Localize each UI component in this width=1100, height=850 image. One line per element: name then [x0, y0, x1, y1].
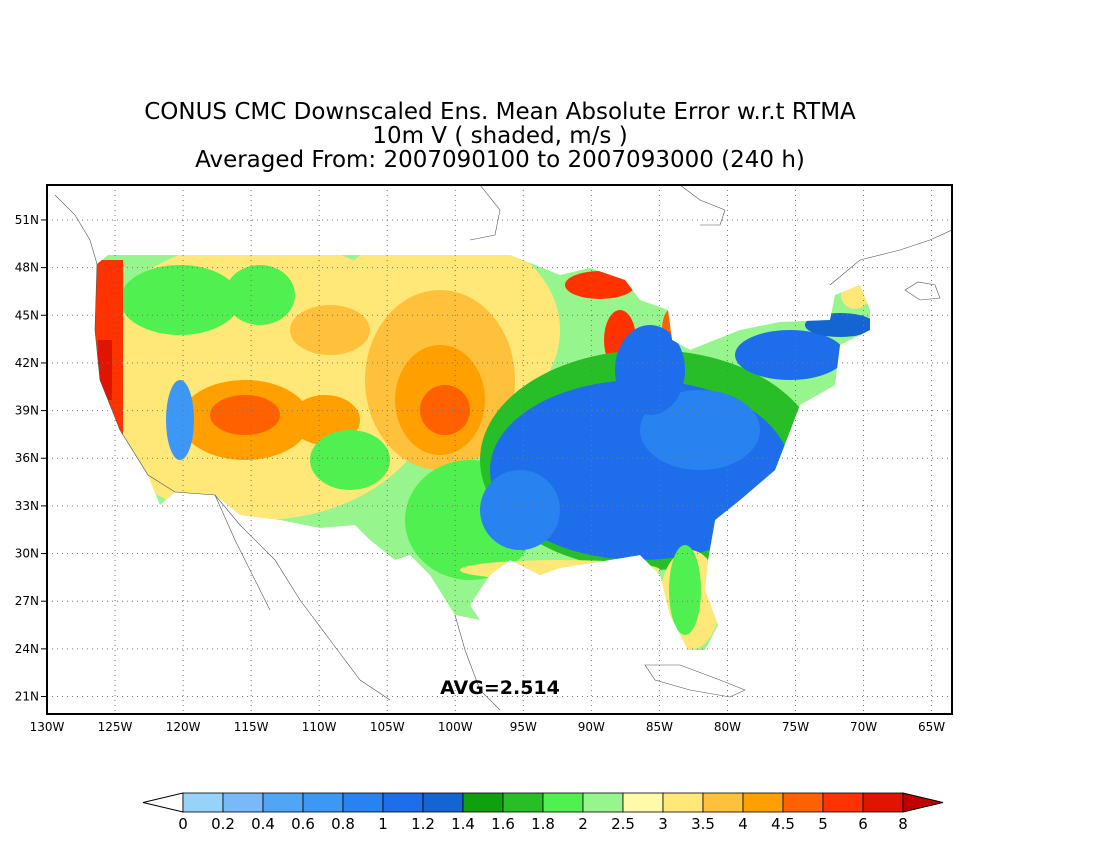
colorbar-label-1: 1 [378, 815, 388, 833]
colorbar-bin-8 [502, 792, 544, 813]
field-east-lightblue [640, 390, 760, 470]
colorbar-bin-17 [862, 792, 904, 813]
colorbar-label-1.4: 1.4 [451, 815, 475, 833]
longitude-labels: 130W 125W 120W 115W 110W 105W 100W 95W 90W 85W 80W… [30, 720, 946, 734]
average-label: AVG=2.514 [440, 677, 560, 699]
lat-label-30N: 30N [15, 547, 39, 561]
map-frame [46, 184, 953, 715]
colorbar-label-1.2: 1.2 [411, 815, 435, 833]
colorbar-label-0.4: 0.4 [251, 815, 275, 833]
coastline-outlines [54, 185, 952, 711]
field-texas-blue [480, 470, 560, 550]
hudson-line [679, 185, 726, 226]
colorbar-label-6: 6 [858, 815, 868, 833]
colorbar-bin-3 [302, 792, 344, 813]
colorbar-bin-15 [782, 792, 824, 813]
lat-label-39N: 39N [15, 404, 39, 418]
lat-label-33N: 33N [15, 499, 39, 513]
colorbar-bin-10 [582, 792, 624, 813]
lon-label-90W: 90W [578, 720, 605, 734]
colorbar-bin-14 [742, 792, 784, 813]
colorbar-bin-4 [342, 792, 384, 813]
colorbar-under-arrow [142, 792, 184, 813]
colorbar-bin-2 [262, 792, 304, 813]
lat-label-42N: 42N [15, 356, 39, 370]
lon-label-70W: 70W [850, 720, 877, 734]
field-ne-blue [735, 330, 845, 380]
colorbar-label-4: 4 [738, 815, 748, 833]
colorbar-label-2.5: 2.5 [611, 815, 635, 833]
colorbar-label-0.6: 0.6 [291, 815, 315, 833]
colorbar-bin-1 [222, 792, 264, 813]
atlantic-canada-line [829, 229, 952, 286]
field-ohio-blue [615, 325, 685, 415]
colorbar-bin-6 [422, 792, 464, 813]
colorbar-bin-9 [542, 792, 584, 813]
colorbar-label-0: 0 [178, 815, 188, 833]
field-northwest-green [120, 265, 240, 335]
colorbar-bin-0 [182, 792, 224, 813]
lat-label-24N: 24N [15, 642, 39, 656]
colorbar-label-2: 2 [578, 815, 588, 833]
colorbar-bin-7 [462, 792, 504, 813]
gridlines [47, 185, 952, 714]
lat-label-48N: 48N [15, 261, 39, 275]
map-title: CONUS CMC Downscaled Ens. Mean Absolute … [0, 100, 1000, 172]
lat-label-45N: 45N [15, 308, 39, 322]
lon-label-65W: 65W [918, 720, 945, 734]
field-plains-red [420, 385, 470, 435]
lon-label-75W: 75W [782, 720, 809, 734]
field-montana-orange [290, 305, 370, 355]
colorbar-label-1.6: 1.6 [491, 815, 515, 833]
colorbar-label-5: 5 [818, 815, 828, 833]
lon-label-110W: 110W [302, 720, 337, 734]
title-line-1: CONUS CMC Downscaled Ens. Mean Absolute … [144, 99, 856, 125]
lon-label-125W: 125W [98, 720, 133, 734]
field-sierra-blue [166, 380, 194, 460]
latitude-labels: 51N 48N 45N 42N 39N 36N 33N 30N 27N 24N 21N [15, 213, 47, 704]
canada-arctic-line [469, 185, 501, 241]
title-line-3: Averaged From: 2007090100 to 2007093000 … [195, 147, 805, 173]
lon-label-85W: 85W [646, 720, 673, 734]
pacific-coast-line [54, 194, 391, 701]
baja-line [214, 494, 271, 611]
field-idaho-green [225, 265, 295, 325]
lat-label-21N: 21N [15, 690, 39, 704]
cuba-line [644, 664, 746, 698]
colorbar-label-4.5: 4.5 [771, 815, 795, 833]
colorbar-label-8: 8 [898, 815, 908, 833]
field-great-basin-red [210, 395, 280, 435]
colorbar-bin-5 [382, 792, 424, 813]
lat-label-51N: 51N [15, 213, 39, 227]
lon-label-95W: 95W [510, 720, 537, 734]
gulf-mexico-line [454, 614, 501, 711]
colorbar-bin-16 [822, 792, 864, 813]
title-line-2: 10m V ( shaded, m/s ) [372, 123, 628, 149]
newfoundland-line [904, 281, 941, 301]
lat-label-27N: 27N [15, 594, 39, 608]
lon-label-120W: 120W [166, 720, 201, 734]
colorbar-label-1.8: 1.8 [531, 815, 555, 833]
colorbar-label-3.5: 3.5 [691, 815, 715, 833]
lon-label-130W: 130W [30, 720, 65, 734]
colorbar-label-3: 3 [658, 815, 668, 833]
field-colorado-green [310, 430, 390, 490]
colorbar-bin-12 [662, 792, 704, 813]
colorbar-label-0.2: 0.2 [211, 815, 235, 833]
lon-label-100W: 100W [438, 720, 473, 734]
lon-label-80W: 80W [714, 720, 741, 734]
colorbar-bin-11 [622, 792, 664, 813]
colorbar-bin-13 [702, 792, 744, 813]
lon-label-115W: 115W [234, 720, 269, 734]
field-superior-red [565, 271, 635, 299]
colorbar-label-0.8: 0.8 [331, 815, 355, 833]
colorbar-over-arrow [902, 792, 944, 813]
colorbar: 0 0.2 0.4 0.6 0.8 1 1.2 1.4 1.6 1.8 2 2.5 3 3.5 4 4.5 5 6… [142, 792, 944, 833]
lon-label-105W: 105W [370, 720, 405, 734]
field-florida-green [669, 545, 701, 635]
lat-label-36N: 36N [15, 451, 39, 465]
